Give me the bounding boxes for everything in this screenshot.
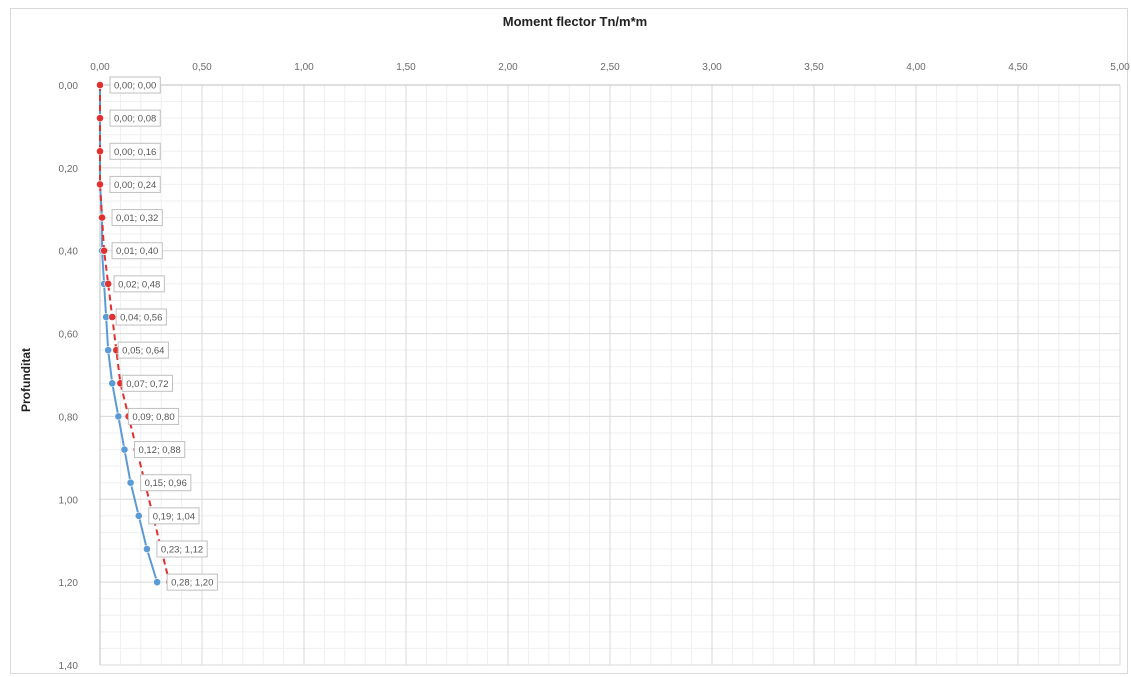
data-label: 0,04; 0,56 bbox=[120, 313, 162, 324]
data-label-box bbox=[115, 308, 167, 326]
x-tick-label: 2,00 bbox=[498, 62, 518, 73]
data-point-1 bbox=[104, 279, 113, 288]
data-label: 0,28; 1,20 bbox=[171, 578, 213, 589]
data-label: 0,09; 0,80 bbox=[132, 412, 174, 423]
data-point-1 bbox=[98, 213, 106, 222]
data-point-0 bbox=[126, 478, 135, 487]
y-tick-label: 1,00 bbox=[59, 495, 79, 506]
y-tick-label: 0,00 bbox=[59, 81, 79, 92]
data-point-1 bbox=[96, 81, 104, 89]
data-label-box bbox=[148, 507, 200, 525]
data-label-box bbox=[133, 441, 186, 459]
data-label: 0,00; 0,08 bbox=[114, 114, 156, 125]
data-label: 0,07; 0,72 bbox=[126, 379, 168, 390]
series-line-1 bbox=[99, 85, 171, 583]
x-tick-label: 3,50 bbox=[804, 62, 824, 73]
data-point-0 bbox=[134, 511, 143, 520]
data-point-1 bbox=[96, 114, 104, 123]
x-tick-label: 3,00 bbox=[702, 62, 722, 73]
x-tick-label: 5,00 bbox=[1110, 62, 1130, 73]
data-label-box bbox=[127, 407, 180, 425]
data-label-box bbox=[140, 474, 192, 492]
data-point-0 bbox=[143, 545, 151, 553]
data-label: 0,15; 0,96 bbox=[145, 478, 187, 489]
data-point-1 bbox=[100, 246, 108, 255]
data-label-box bbox=[117, 341, 169, 359]
x-tick-label: 4,00 bbox=[906, 62, 926, 73]
data-label: 0,00; 0,00 bbox=[114, 81, 156, 92]
data-label-box bbox=[111, 209, 163, 227]
data-label: 0,05; 0,64 bbox=[122, 346, 164, 357]
data-point-0 bbox=[153, 578, 162, 587]
data-label-box bbox=[109, 109, 161, 127]
x-tick-label: 1,50 bbox=[396, 62, 416, 73]
y-tick-label: 1,40 bbox=[59, 661, 79, 672]
y-tick-label: 0,40 bbox=[59, 247, 79, 258]
data-label-box bbox=[109, 142, 161, 160]
y-tick-label: 1,20 bbox=[59, 578, 79, 589]
y-tick-label: 0,80 bbox=[59, 412, 79, 423]
data-label-box bbox=[121, 374, 174, 392]
data-point-0 bbox=[120, 445, 129, 454]
x-tick-label: 1,00 bbox=[294, 62, 314, 73]
data-label-box bbox=[166, 573, 218, 591]
data-point-0 bbox=[114, 412, 123, 421]
data-point-0 bbox=[104, 346, 113, 355]
x-tick-label: 2,50 bbox=[600, 62, 620, 73]
data-label: 0,01; 0,40 bbox=[116, 246, 158, 257]
data-point-1 bbox=[96, 147, 104, 156]
data-label: 0,00; 0,16 bbox=[114, 147, 156, 158]
data-label: 0,23; 1,12 bbox=[161, 545, 203, 556]
y-tick-label: 0,60 bbox=[59, 330, 79, 341]
data-label: 0,00; 0,24 bbox=[114, 180, 156, 191]
data-label: 0,01; 0,32 bbox=[116, 213, 158, 224]
data-label-box bbox=[111, 242, 163, 260]
x-tick-label: 0,50 bbox=[192, 62, 212, 73]
y-tick-label: 0,20 bbox=[59, 164, 79, 175]
data-point-1 bbox=[96, 180, 104, 189]
data-label: 0,02; 0,48 bbox=[118, 279, 160, 290]
data-label: 0,19; 1,04 bbox=[153, 511, 195, 522]
x-tick-label: 4,50 bbox=[1008, 62, 1028, 73]
data-label: 0,12; 0,88 bbox=[138, 445, 180, 456]
chart-title: Moment flector Tn/m*m bbox=[502, 14, 648, 29]
data-point-1 bbox=[108, 313, 117, 321]
data-label-box bbox=[156, 540, 208, 558]
data-point-0 bbox=[108, 379, 117, 388]
data-label-box bbox=[109, 175, 161, 193]
data-label-box bbox=[113, 275, 165, 293]
data-label-box bbox=[109, 76, 161, 94]
x-tick-label: 0,00 bbox=[90, 62, 110, 73]
